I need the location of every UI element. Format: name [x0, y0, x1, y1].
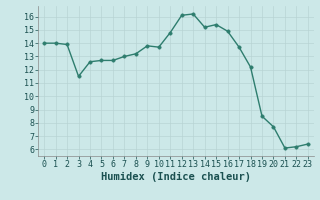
X-axis label: Humidex (Indice chaleur): Humidex (Indice chaleur) [101, 172, 251, 182]
